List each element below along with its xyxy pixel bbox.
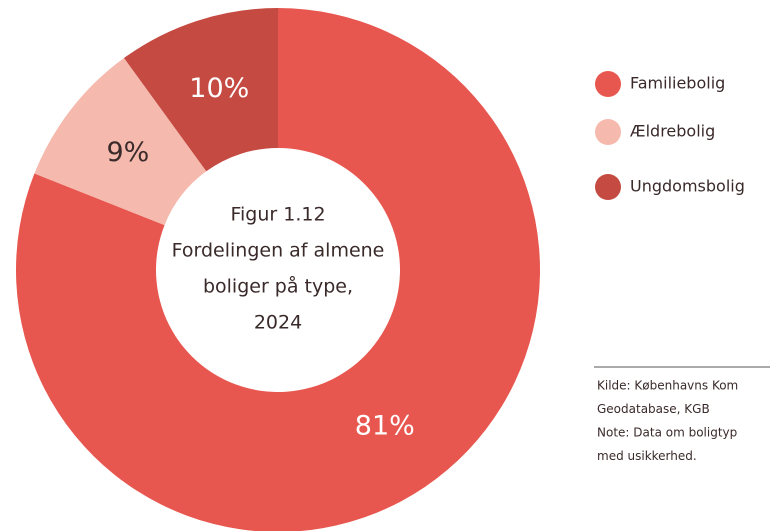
slice-label: 9% [106,137,149,168]
slice [16,8,540,531]
legend-swatch [595,71,621,97]
slice-label: 81% [355,411,415,442]
chart-title: Fordelingen af almene [172,240,385,262]
slice-label: 10% [189,73,249,104]
legend-swatch [595,174,621,200]
slice [34,58,207,226]
chart-title: Figur 1.12 [230,204,325,226]
note: Note: Data om boligtyp [597,426,737,440]
slice [124,8,278,172]
chart-title: 2024 [254,312,302,334]
legend-label: Ungdomsbolig [630,177,745,196]
note: Kilde: Københavns Kom [597,379,738,393]
note: Geodatabase, KGB [597,402,710,416]
legend-label: Ældrebolig [630,122,715,141]
legend-label: Familiebolig [630,74,725,93]
legend-swatch [595,119,621,145]
note: med usikkerhed. [597,449,697,463]
chart-title: boliger på type, [203,275,353,298]
